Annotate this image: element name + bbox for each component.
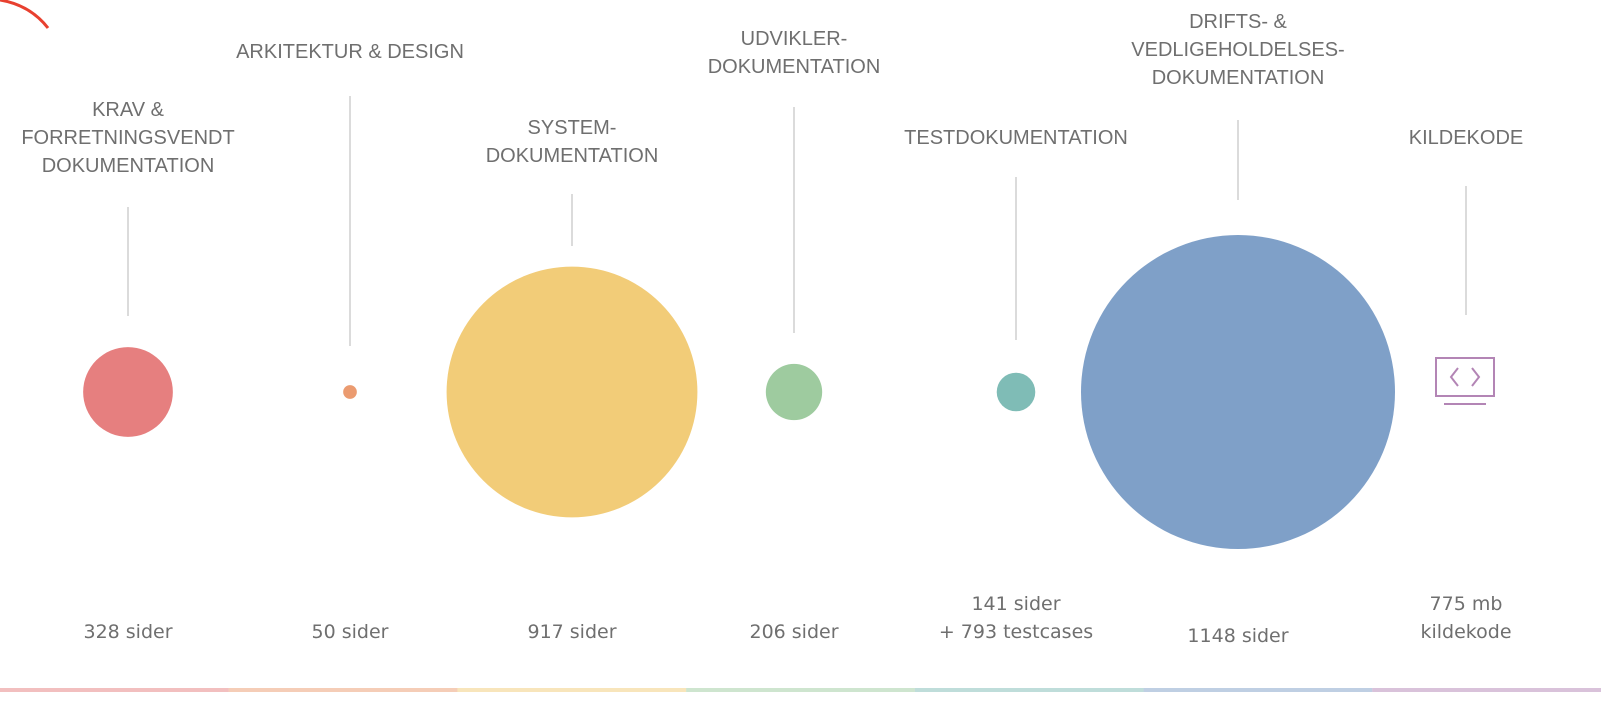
bubble: [83, 347, 173, 437]
color-strip: [686, 688, 915, 692]
color-strip: [1143, 688, 1373, 692]
color-strip: [228, 688, 458, 692]
value-label: 917 sider: [527, 621, 617, 643]
color-strip: [0, 688, 229, 692]
category-label: KILDEKODE: [1408, 127, 1524, 149]
category-label: ARKITEKTUR & DESIGN: [236, 41, 464, 63]
category-label: KRAV & FORRETNINGSVENDT DOKUMENTATION: [21, 99, 235, 177]
value-label: 141 sider + 793 testcases: [938, 593, 1094, 643]
value-label: 50 sider: [311, 621, 389, 643]
color-strip: [914, 688, 1144, 692]
corner-mark: [0, 0, 50, 29]
value-label: 328 sider: [83, 621, 173, 643]
value-label: 206 sider: [749, 621, 839, 643]
color-strip: [1372, 688, 1601, 692]
category-label: TESTDOKUMENTATION: [904, 127, 1128, 149]
category-label: DRIFTS- & VEDLIGEHOLDELSES- DOKUMENTATIO…: [1131, 11, 1345, 89]
bubble: [343, 385, 357, 399]
bubble: [996, 372, 1036, 412]
bubble: [1081, 235, 1395, 549]
category-label: SYSTEM- DOKUMENTATION: [485, 117, 659, 167]
value-label: 775 mb kildekode: [1420, 593, 1512, 643]
category-label: UDVIKLER- DOKUMENTATION: [707, 28, 881, 78]
value-label: 1148 sider: [1187, 625, 1289, 647]
bubble: [765, 363, 823, 421]
color-strip: [457, 688, 687, 692]
code-icon: [1435, 357, 1495, 405]
bubble: [446, 266, 698, 518]
